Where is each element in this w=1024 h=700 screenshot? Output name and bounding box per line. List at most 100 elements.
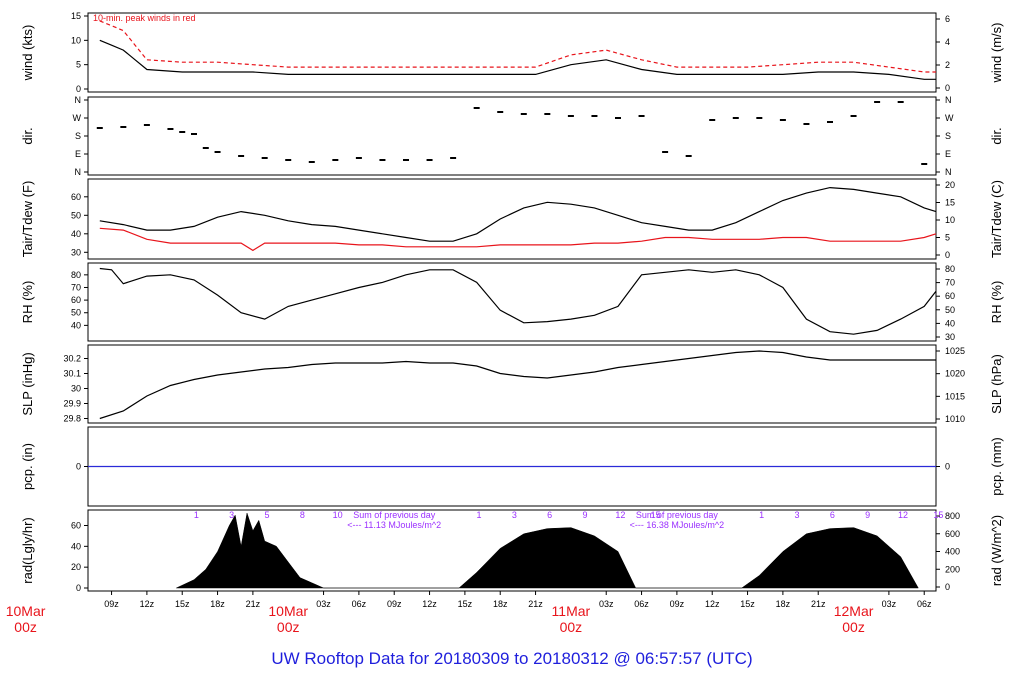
data-point-direction bbox=[756, 117, 763, 119]
y-tick-label-right-precipitation: 0 bbox=[945, 462, 950, 472]
y-tick-label-rh: 80 bbox=[71, 270, 81, 280]
data-point-direction bbox=[709, 119, 716, 121]
local-hour-label: 6 bbox=[547, 510, 552, 520]
day-label-date: 10Mar bbox=[268, 603, 308, 619]
y-tick-label-wind: 10 bbox=[71, 35, 81, 45]
y-axis-label-right-pressure: SLP (hPa) bbox=[989, 354, 1004, 414]
y-tick-label-right-temperature: 20 bbox=[945, 180, 955, 190]
y-tick-label-right-radiation: 400 bbox=[945, 547, 960, 557]
y-axis-label-temperature: Tair/Tdew (F) bbox=[20, 181, 35, 258]
y-tick-label-rh: 60 bbox=[71, 295, 81, 305]
y-tick-label-right-wind: 0 bbox=[945, 83, 950, 93]
y-tick-label-pressure: 30.2 bbox=[63, 354, 81, 364]
data-line-pressure bbox=[99, 350, 936, 420]
x-tick-label: 03z bbox=[599, 599, 614, 609]
panel-frame-pressure bbox=[87, 344, 937, 424]
x-tick-label: 21z bbox=[528, 599, 543, 609]
data-point-direction bbox=[332, 159, 339, 161]
data-area-radiation bbox=[176, 512, 919, 589]
data-point-direction bbox=[473, 107, 480, 109]
daily-sum-value: <--- 11.13 MJoules/m^2 bbox=[347, 520, 441, 530]
data-line-temperature bbox=[99, 186, 937, 242]
y-axis-label-right-rh: RH (%) bbox=[989, 281, 1004, 324]
local-hour-label: 1 bbox=[759, 510, 764, 520]
y-tick-label-right-direction: S bbox=[945, 131, 951, 141]
y-tick-label-right-rh: 70 bbox=[945, 278, 955, 288]
data-point-direction bbox=[403, 159, 409, 161]
y-axis-label-right-radiation: rad (W/m^2) bbox=[989, 515, 1004, 586]
y-tick-label-right-pressure: 1015 bbox=[945, 391, 965, 401]
day-label-time: 00z bbox=[277, 619, 300, 635]
y-tick-label-right-wind: 6 bbox=[945, 14, 950, 24]
data-point-direction bbox=[520, 113, 527, 115]
local-hour-label: 15 bbox=[933, 510, 943, 520]
day-label-time: 00z bbox=[842, 619, 865, 635]
local-hour-label: 9 bbox=[865, 510, 870, 520]
y-tick-label-right-temperature: 5 bbox=[945, 233, 950, 243]
data-point-direction bbox=[921, 163, 928, 165]
x-tick-label: 06z bbox=[352, 599, 367, 609]
y-tick-label-pressure: 29.9 bbox=[63, 399, 81, 409]
x-tick-label: 12z bbox=[705, 599, 720, 609]
local-hour-label: 12 bbox=[898, 510, 908, 520]
y-tick-label-radiation: 40 bbox=[71, 541, 81, 551]
x-tick-label: 15z bbox=[175, 599, 190, 609]
local-hour-label: 15 bbox=[651, 510, 661, 520]
data-point-direction bbox=[591, 115, 598, 117]
y-tick-label-right-rh: 80 bbox=[945, 264, 955, 274]
day-label-time: 00z bbox=[560, 619, 583, 635]
data-point-direction bbox=[355, 157, 362, 159]
y-axis-label-right-direction: dir. bbox=[989, 127, 1004, 144]
y-tick-label-right-radiation: 600 bbox=[945, 529, 960, 539]
data-point-direction bbox=[732, 117, 739, 119]
y-axis-label-rh: RH (%) bbox=[20, 281, 35, 324]
daily-sum-value: <--- 16.38 MJoules/m^2 bbox=[630, 520, 725, 530]
local-hour-label: 3 bbox=[229, 510, 234, 520]
x-tick-label: 18z bbox=[210, 599, 225, 609]
data-point-direction bbox=[308, 161, 315, 163]
local-hour-label: 10 bbox=[333, 510, 343, 520]
data-point-direction bbox=[850, 115, 857, 117]
data-point-direction bbox=[897, 101, 904, 103]
daily-sum-title: Sum of previous day bbox=[353, 510, 436, 520]
x-tick-label: 06z bbox=[634, 599, 649, 609]
y-tick-label-direction: S bbox=[75, 131, 81, 141]
data-point-direction bbox=[179, 131, 186, 133]
data-point-direction bbox=[214, 151, 221, 153]
x-tick-label: 21z bbox=[811, 599, 826, 609]
y-tick-label-right-direction: W bbox=[945, 113, 954, 123]
y-tick-label-wind: 5 bbox=[76, 60, 81, 70]
daily-sum-title: Sum of previous day bbox=[636, 510, 719, 520]
data-point-direction bbox=[143, 124, 150, 126]
y-axis-label-pressure: SLP (inHg) bbox=[20, 352, 35, 415]
day-label-date: 12Mar bbox=[834, 603, 874, 619]
y-tick-label-right-direction: E bbox=[945, 149, 951, 159]
data-point-direction bbox=[426, 159, 433, 161]
y-tick-label-rh: 50 bbox=[71, 308, 81, 318]
y-tick-label-direction: E bbox=[75, 149, 81, 159]
local-hour-label: 3 bbox=[795, 510, 800, 520]
y-tick-label-right-radiation: 200 bbox=[945, 564, 960, 574]
x-tick-label: 06z bbox=[917, 599, 932, 609]
y-tick-label-radiation: 60 bbox=[71, 521, 81, 531]
data-point-direction bbox=[191, 133, 197, 135]
y-tick-label-right-wind: 2 bbox=[945, 60, 950, 70]
x-tick-label: 12z bbox=[140, 599, 155, 609]
data-line-wind bbox=[99, 20, 936, 73]
data-point-direction bbox=[662, 151, 669, 153]
y-tick-label-precipitation: 0 bbox=[76, 462, 81, 472]
local-hour-label: 9 bbox=[583, 510, 588, 520]
x-tick-label: 09z bbox=[670, 599, 685, 609]
y-axis-label-right-wind: wind (m/s) bbox=[989, 23, 1004, 84]
data-line-rh bbox=[99, 267, 937, 335]
local-hour-label: 8 bbox=[300, 510, 305, 520]
y-tick-label-pressure: 29.8 bbox=[63, 414, 81, 424]
y-tick-label-temperature: 40 bbox=[71, 229, 81, 239]
data-point-direction bbox=[803, 123, 810, 125]
y-tick-label-rh: 70 bbox=[71, 282, 81, 292]
data-point-direction bbox=[779, 119, 786, 121]
panel-frame-temperature bbox=[87, 178, 937, 260]
local-hour-label: 6 bbox=[830, 510, 835, 520]
y-tick-label-direction: N bbox=[75, 95, 82, 105]
y-tick-label-right-rh: 40 bbox=[945, 318, 955, 328]
